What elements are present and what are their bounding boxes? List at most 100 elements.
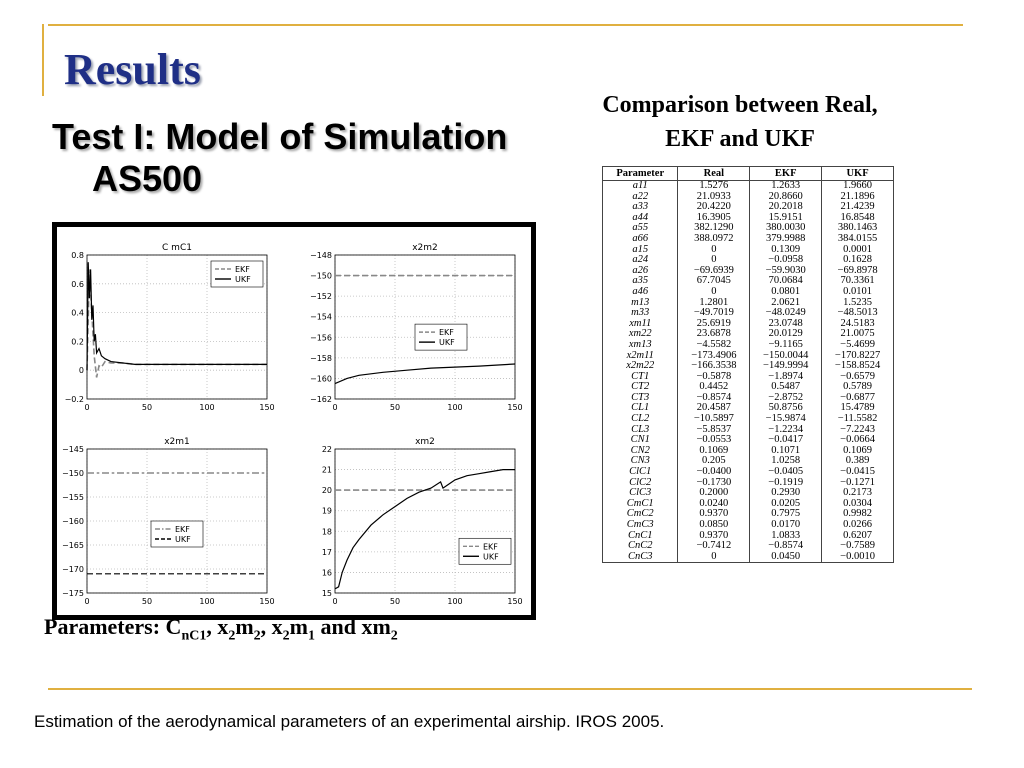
value-cell: −0.1730 — [677, 477, 750, 489]
x-tick-label: 100 — [199, 403, 214, 412]
table-row: a26 −69.6939 −59.9030 −69.8978 — [603, 265, 894, 277]
parameter-name-cell: ClC2 — [629, 476, 652, 488]
parameter-name-cell: a55 — [632, 222, 649, 234]
parameter-name-cell: m13 — [631, 296, 650, 308]
parameter-name-cell: xm11 — [629, 317, 652, 329]
value-cell: 0.389 — [821, 456, 894, 468]
parameter-name-cell: CnC2 — [627, 540, 653, 552]
table-row: CT3 −0.8574 −2.8752 −0.6877 — [603, 392, 894, 404]
x-tick-label: 150 — [259, 403, 274, 412]
table-row: a15 0 0.1309 0.0001 — [603, 243, 894, 256]
comparison-table: Parameter Real EKF UKF a11 1.5276 1.2633 1.966… — [602, 166, 894, 564]
subtitle-line-1: Test I: Model of Simulation — [52, 116, 508, 157]
legend-label: EKF — [483, 542, 498, 551]
value-cell: −59.9030 — [749, 265, 822, 277]
plot-frame — [86, 448, 268, 594]
parameter-name-cell: CmC2 — [626, 508, 654, 520]
table-row: xm11 25.6919 23.0748 24.5183 — [603, 317, 894, 330]
value-cell: 0 — [677, 551, 750, 563]
value-cell: −1.8974 — [749, 371, 822, 383]
parameter-name-cell: a15 — [632, 243, 649, 255]
value-cell: −158.8524 — [821, 360, 894, 372]
value-cell: 0.2000 — [677, 488, 750, 499]
parameter-name-cell: x2m11 — [626, 349, 654, 361]
value-cell: 1.2633 — [749, 180, 822, 192]
y-tick-label: −160 — [310, 374, 332, 383]
value-cell: 0.1069 — [677, 445, 750, 457]
value-cell: 15.9151 — [749, 212, 822, 224]
value-cell: 20.2018 — [749, 202, 822, 213]
value-cell: −4.5582 — [677, 339, 750, 351]
x-tick-label: 150 — [507, 403, 522, 412]
value-cell: 1.5276 — [677, 180, 750, 192]
table-row: a44 16.3905 15.9151 16.8548 — [603, 212, 894, 224]
table-row: CL2 −10.5897 −15.9874 −11.5582 — [603, 413, 894, 425]
subtitle-line-2: AS500 — [92, 158, 203, 199]
table-row: a66 388.0972 379.9988 384.0155 — [603, 232, 894, 245]
value-cell: 0.9370 — [677, 509, 750, 520]
left-rule — [42, 24, 44, 96]
table-row: CnC1 0.9370 1.0833 0.6207 — [603, 529, 894, 542]
value-cell: −0.8574 — [749, 541, 822, 552]
table-row: CN1 −0.0553 −0.0417 −0.0664 — [603, 435, 894, 446]
value-cell: −150.0044 — [749, 350, 822, 362]
y-tick-label: 0.2 — [71, 337, 84, 346]
parameter-name-cell: a46 — [632, 285, 649, 297]
value-cell: −7.2243 — [821, 424, 894, 436]
parameter-name-cell: a24 — [632, 254, 649, 266]
slide-title: Results — [64, 45, 201, 94]
table-header-cell: EKF — [749, 166, 822, 181]
table-row: CnC2 −0.7412 −0.8574 −0.7589 — [603, 541, 894, 552]
value-cell: −0.0958 — [749, 255, 822, 266]
legend-box — [210, 260, 264, 288]
value-cell: 380.1463 — [821, 223, 894, 234]
value-cell: 70.0684 — [749, 276, 822, 287]
value-cell: −10.5897 — [677, 413, 750, 425]
value-cell: 24.5183 — [821, 318, 894, 330]
value-cell: 21.0075 — [821, 329, 894, 340]
value-cell: 1.0258 — [749, 456, 822, 468]
value-cell: 0.0101 — [821, 286, 894, 298]
parameter-name-cell: CnC1 — [627, 529, 653, 541]
x-tick-label: 0 — [332, 597, 337, 606]
comparison-line-1: Comparison between Real, — [602, 92, 878, 118]
value-cell: 0.0170 — [749, 519, 822, 531]
parameter-name-cell: a66 — [632, 232, 649, 244]
y-tick-label: 22 — [322, 445, 332, 454]
value-cell: −0.0664 — [821, 435, 894, 446]
value-cell: −170.8227 — [821, 350, 894, 362]
table-header-cell: Real — [677, 166, 750, 181]
value-cell: 50.8756 — [749, 403, 822, 415]
value-cell: 0.5487 — [749, 382, 822, 393]
x-tick-label: 100 — [447, 403, 462, 412]
legend-label: EKF — [235, 265, 250, 274]
value-cell: −0.1271 — [821, 477, 894, 489]
table-row: CL1 20.4587 50.8756 15.4789 — [603, 403, 894, 415]
y-tick-label: −170 — [62, 565, 84, 574]
legend-box — [414, 323, 468, 351]
value-cell: −15.9874 — [749, 413, 822, 425]
x-tick-label: 50 — [390, 597, 400, 606]
y-tick-label: 19 — [322, 507, 332, 516]
y-tick-label: 15 — [322, 589, 332, 598]
y-tick-label: −155 — [62, 493, 84, 502]
legend-label: UKF — [235, 275, 251, 284]
value-cell: 0.205 — [677, 456, 750, 468]
table-row: ClC2 −0.1730 −0.1919 −0.1271 — [603, 476, 894, 489]
y-tick-label: 17 — [322, 548, 332, 557]
parameters-label: Parameters: — [44, 614, 161, 639]
table-row: CN3 0.205 1.0258 0.389 — [603, 455, 894, 468]
x-tick-label: 0 — [84, 403, 89, 412]
value-cell: 67.7045 — [677, 276, 750, 287]
y-tick-label: −145 — [62, 445, 84, 454]
table-row: ClC1 −0.0400 −0.0405 −0.0415 — [603, 466, 894, 478]
table-row: a24 0 −0.0958 0.1628 — [603, 255, 894, 266]
value-cell: 0.1628 — [821, 255, 894, 266]
parameter-name-cell: x2m22 — [626, 360, 655, 372]
parameter-name-cell: CN3 — [630, 455, 650, 467]
x-tick-label: 100 — [199, 597, 214, 606]
y-tick-label: 21 — [322, 466, 332, 475]
value-cell: 16.8548 — [821, 212, 894, 224]
legend-box — [458, 537, 512, 565]
